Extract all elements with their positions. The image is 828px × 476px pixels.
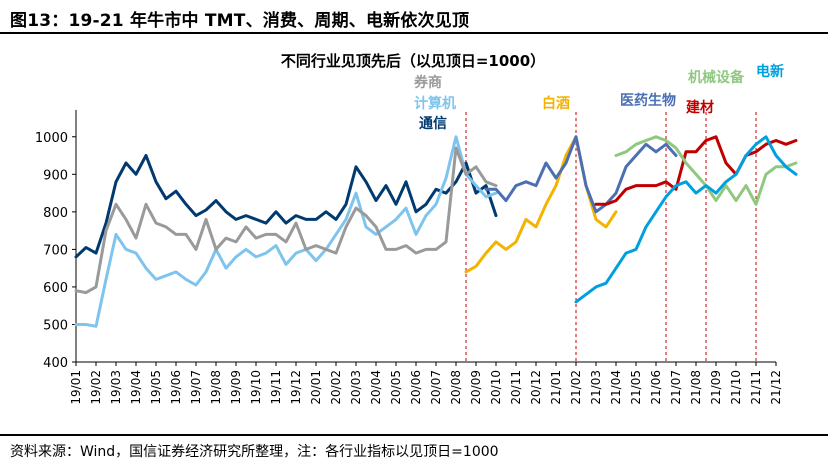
x-tick-label: 21/07 — [669, 370, 683, 405]
x-tick-label: 19/06 — [169, 370, 183, 405]
x-tick-label: 21/09 — [709, 370, 723, 405]
x-tick-label: 20/04 — [369, 370, 383, 405]
x-tick-label: 21/06 — [649, 370, 663, 405]
x-tick-label: 21/10 — [729, 370, 743, 405]
x-tick-label: 20/12 — [529, 370, 543, 405]
series-line — [74, 135, 498, 328]
x-tick-label: 19/07 — [189, 370, 203, 405]
x-tick-label: 20/06 — [409, 370, 423, 405]
series-label: 通信 — [419, 115, 447, 132]
x-tick-label: 19/05 — [149, 370, 163, 405]
series-label: 白酒 — [542, 95, 570, 112]
x-tick-label: 19/09 — [229, 370, 243, 405]
x-tick-label: 20/02 — [329, 370, 343, 405]
x-tick-label: 19/03 — [109, 370, 123, 405]
y-tick-label: 1000 — [35, 131, 68, 146]
series-line — [594, 135, 798, 206]
y-tick-label: 500 — [43, 318, 68, 333]
series-line — [574, 135, 798, 304]
chart-title: 不同行业见顶先后（以见顶日=1000） — [281, 52, 545, 70]
series-label: 券商 — [414, 74, 442, 91]
series-label: 计算机 — [414, 95, 456, 112]
y-tick-label: 600 — [43, 281, 68, 296]
peak-markers — [465, 112, 757, 362]
x-tick-label: 19/10 — [249, 370, 263, 405]
series-label: 建材 — [686, 99, 714, 116]
x-tick-label: 20/03 — [349, 370, 363, 405]
series-label: 机械设备 — [688, 69, 745, 86]
x-tick-label: 21/03 — [589, 370, 603, 405]
line-chart: 不同行业见顶先后（以见顶日=1000） 400 500 600 700 800 900 10… — [35, 52, 798, 405]
x-tick-label: 19/11 — [269, 370, 283, 405]
x-tick-label: 21/11 — [749, 370, 763, 405]
y-tick-label: 900 — [43, 168, 68, 183]
series-label: 电新 — [756, 63, 784, 80]
series-line — [484, 135, 678, 214]
x-tick-label: 19/01 — [69, 370, 83, 405]
y-tick-label: 400 — [43, 356, 68, 371]
series-label: 医药生物 — [620, 92, 676, 109]
source-note: 资料来源：Wind，国信证券经济研究所整理，注：各行业指标以见顶日=1000 — [10, 444, 499, 460]
x-tick-label: 21/12 — [769, 370, 783, 405]
x-tick-label: 20/01 — [309, 370, 323, 405]
series-line — [74, 154, 498, 259]
x-tick-label: 20/08 — [449, 370, 463, 405]
y-tick-label: 700 — [43, 243, 68, 258]
x-tick-label: 19/02 — [89, 370, 103, 405]
x-tick-label: 21/05 — [629, 370, 643, 405]
x-tick-label: 20/09 — [469, 370, 483, 405]
x-tick-label: 20/10 — [489, 370, 503, 405]
series-line — [74, 146, 498, 295]
x-tick-label: 20/07 — [429, 370, 443, 405]
series-lines — [74, 135, 798, 328]
x-tick-label: 19/04 — [129, 370, 143, 405]
x-tick-label: 21/01 — [549, 370, 563, 405]
top-rule — [0, 32, 828, 34]
bottom-rule — [0, 434, 828, 436]
axes: 400 500 600 700 800 900 1000 19/01 19/02 19/03 19/… — [35, 110, 783, 405]
figure-caption: 图13：19-21 年牛市中 TMT、消费、周期、电新依次见顶 — [10, 11, 470, 31]
x-tick-label: 21/08 — [689, 370, 703, 405]
x-tick-label: 21/02 — [569, 370, 583, 405]
x-tick-label: 19/08 — [209, 370, 223, 405]
x-tick-label: 20/05 — [389, 370, 403, 405]
x-tick-label: 21/04 — [609, 370, 623, 405]
x-tick-label: 20/11 — [509, 370, 523, 405]
x-tick-label: 19/12 — [289, 370, 303, 405]
y-tick-label: 800 — [43, 206, 68, 221]
